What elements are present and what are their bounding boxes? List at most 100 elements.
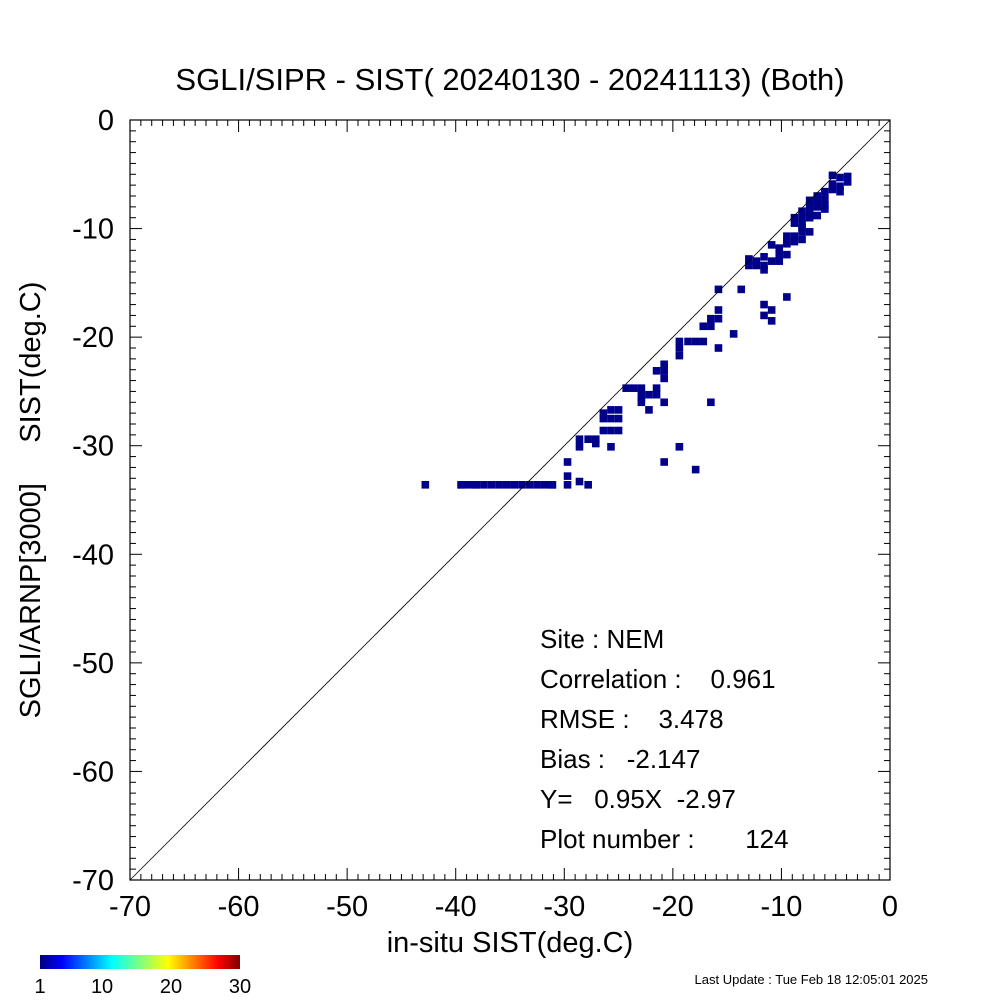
- data-cell: [652, 367, 661, 375]
- data-cell: [699, 337, 708, 346]
- data-cell: [691, 465, 700, 474]
- data-cell: [691, 337, 700, 346]
- data-cell: [599, 426, 608, 435]
- y-axis-label: SGLI/ARNP[3000] SIST(deg.C): [15, 282, 47, 719]
- data-cell: [714, 285, 723, 294]
- data-cell: [563, 481, 572, 489]
- data-cell: [775, 244, 784, 252]
- data-cell: [813, 203, 822, 211]
- data-cell: [843, 172, 852, 181]
- data-cell: [563, 458, 572, 466]
- data-cell: [714, 314, 723, 323]
- data-cell: [502, 481, 511, 489]
- data-cell: [607, 426, 615, 435]
- data-cell: [652, 390, 661, 399]
- chart-title: SGLI/SIPR - SIST( 20240130 - 20241113) (…: [175, 62, 844, 97]
- data-cell: [584, 481, 592, 489]
- data-cell: [675, 351, 684, 360]
- colorbar-tick-label: 10: [91, 976, 113, 998]
- one-to-one-line: [129, 119, 891, 881]
- data-cell: [629, 384, 638, 392]
- data-cell: [540, 481, 549, 489]
- data-cell: [480, 481, 488, 489]
- data-cell: [607, 414, 615, 423]
- data-cell: [783, 232, 791, 240]
- data-cell: [821, 187, 829, 196]
- colorbar-gradient: [40, 955, 240, 969]
- data-cells: [421, 171, 852, 489]
- data-cell: [836, 173, 844, 182]
- data-cell: [767, 317, 776, 325]
- data-cell: [637, 394, 646, 402]
- data-cell: [798, 228, 806, 236]
- x-tick-label: -70: [109, 891, 151, 923]
- data-cell: [707, 398, 715, 407]
- data-cell: [790, 219, 799, 227]
- y-tick-label: -50: [72, 648, 114, 680]
- data-cell: [660, 367, 668, 375]
- data-cell: [752, 257, 761, 265]
- data-cell: [821, 205, 829, 213]
- data-cell: [660, 360, 668, 369]
- data-cell: [599, 414, 608, 423]
- x-axis-label: in-situ SIST(deg.C): [387, 927, 634, 959]
- major-ticks: [129, 119, 891, 881]
- data-cell: [767, 241, 776, 249]
- y-tick-label: -40: [72, 539, 114, 571]
- data-cell: [472, 481, 481, 489]
- data-cell: [707, 314, 715, 323]
- data-cell: [836, 187, 844, 196]
- data-cell: [607, 406, 615, 414]
- data-cell: [622, 384, 630, 392]
- data-cell: [645, 390, 653, 399]
- y-tick-label: -60: [72, 756, 114, 788]
- data-cell: [729, 330, 738, 338]
- data-cell: [525, 481, 534, 489]
- data-cell: [660, 374, 668, 383]
- data-cell: [533, 481, 541, 489]
- data-cell: [805, 211, 814, 220]
- y-tick-label: -20: [72, 322, 114, 354]
- data-cell: [737, 285, 746, 294]
- data-cell: [813, 192, 822, 200]
- data-cell: [599, 409, 608, 417]
- y-tick-label: 0: [98, 105, 114, 137]
- minor-ticks: [130, 120, 890, 880]
- stat-plot-number: Plot number : 124: [540, 824, 789, 854]
- data-cell: [752, 261, 761, 270]
- data-cell: [645, 406, 653, 414]
- data-cell: [790, 237, 799, 246]
- data-cell: [575, 435, 584, 443]
- data-cell: [798, 213, 806, 222]
- x-tick-label: 0: [882, 891, 898, 923]
- data-cell: [675, 337, 684, 346]
- colorbar: 1 10 20 30: [34, 955, 251, 998]
- data-cell: [836, 182, 844, 191]
- data-cell: [828, 185, 837, 194]
- colorbar-tick-label: 20: [160, 976, 182, 998]
- data-cell: [487, 481, 496, 489]
- data-cell: [518, 481, 526, 489]
- colorbar-tick-label: 1: [34, 976, 45, 998]
- x-tick-label: -20: [652, 891, 694, 923]
- data-cell: [591, 439, 600, 448]
- data-cell: [675, 443, 684, 451]
- data-cell: [843, 178, 852, 186]
- data-cell: [575, 443, 584, 451]
- data-cell: [652, 384, 661, 392]
- data-cell: [464, 481, 473, 489]
- data-cell: [660, 458, 668, 466]
- y-tick-label: -70: [72, 865, 114, 897]
- data-cell: [775, 250, 784, 259]
- data-cell: [745, 255, 753, 263]
- data-cell: [767, 257, 776, 265]
- data-cell: [783, 250, 791, 259]
- data-cell: [637, 398, 646, 407]
- data-cell: [798, 223, 806, 232]
- data-cell: [828, 180, 837, 188]
- data-cell: [614, 414, 623, 423]
- data-cell: [714, 306, 723, 314]
- data-cell: [821, 195, 829, 204]
- stat-rmse: RMSE : 3.478: [540, 704, 724, 734]
